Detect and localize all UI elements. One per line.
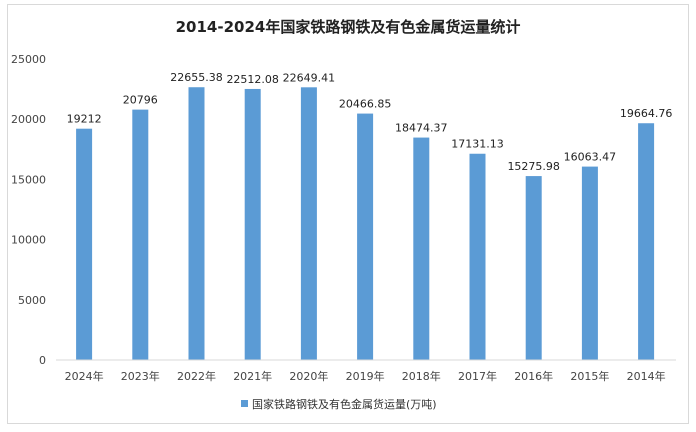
data-label: 17131.13 — [451, 138, 504, 151]
x-tick-label: 2023年 — [121, 369, 160, 383]
bar — [244, 88, 261, 360]
x-tick-label: 2020年 — [289, 369, 328, 383]
x-tick-label: 2017年 — [458, 369, 497, 383]
x-tick-label: 2015年 — [570, 369, 609, 383]
y-tick-label: 5000 — [18, 294, 46, 307]
y-tick-label: 0 — [39, 354, 46, 367]
y-tick-label: 20000 — [11, 113, 46, 126]
x-tick-label: 2014年 — [627, 369, 666, 383]
data-label: 19212 — [67, 113, 102, 126]
data-label: 22649.41 — [283, 71, 336, 84]
bar — [469, 153, 486, 360]
bar — [357, 113, 374, 360]
bar — [300, 87, 317, 361]
x-tick-label: 2018年 — [402, 369, 441, 383]
data-label: 18474.37 — [395, 122, 448, 135]
x-tick-label: 2019年 — [346, 369, 385, 383]
bar — [413, 137, 430, 360]
y-tick-label: 15000 — [11, 173, 46, 186]
legend-label: 国家铁路钢铁及有色金属货运量(万吨) — [252, 397, 437, 411]
bar — [188, 87, 205, 361]
y-tick-label: 10000 — [11, 234, 46, 247]
chart-title: 2014-2024年国家铁路钢铁及有色金属货运量统计 — [176, 18, 521, 36]
legend-swatch — [241, 400, 248, 407]
data-label: 20796 — [123, 94, 158, 107]
bar — [638, 123, 655, 360]
bar — [76, 128, 93, 360]
x-tick-label: 2024年 — [65, 369, 104, 383]
data-label: 16063.47 — [564, 151, 617, 164]
bar — [525, 176, 542, 360]
data-label: 20466.85 — [339, 98, 392, 111]
chart-border — [7, 4, 689, 424]
x-tick-label: 2016年 — [514, 369, 553, 383]
data-label: 19664.76 — [620, 107, 673, 120]
bar — [132, 109, 149, 361]
y-tick-label: 25000 — [11, 53, 46, 66]
data-label: 22655.38 — [170, 71, 223, 84]
x-tick-label: 2021年 — [233, 369, 272, 383]
x-tick-label: 2022年 — [177, 369, 216, 383]
data-label: 15275.98 — [507, 160, 560, 173]
data-label: 22512.08 — [226, 73, 279, 86]
bar — [581, 166, 598, 360]
